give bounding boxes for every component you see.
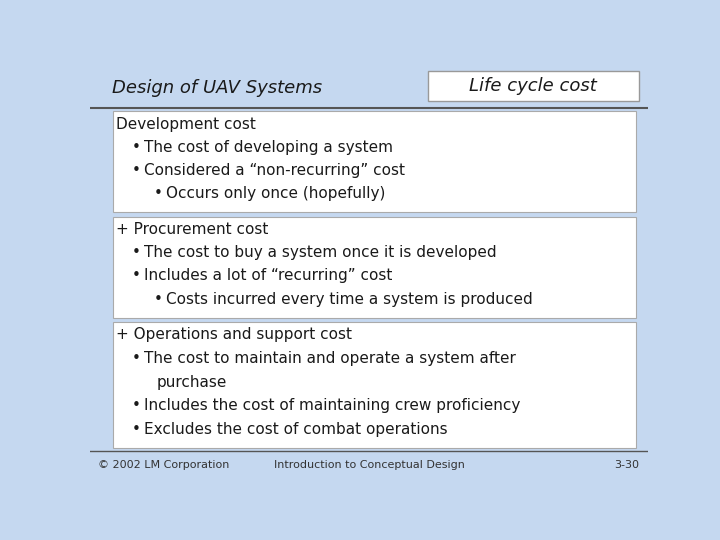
Text: The cost to buy a system once it is developed: The cost to buy a system once it is deve…: [144, 245, 497, 260]
Text: purchase: purchase: [156, 375, 227, 389]
Text: Introduction to Conceptual Design: Introduction to Conceptual Design: [274, 460, 464, 470]
Text: + Operations and support cost: + Operations and support cost: [116, 327, 352, 342]
Text: •: •: [132, 140, 140, 155]
Text: Considered a “non-recurring” cost: Considered a “non-recurring” cost: [144, 163, 405, 178]
FancyBboxPatch shape: [114, 322, 636, 448]
Text: Life cycle cost: Life cycle cost: [469, 77, 597, 96]
Text: Includes the cost of maintaining crew proficiency: Includes the cost of maintaining crew pr…: [144, 398, 521, 413]
Text: •: •: [132, 245, 140, 260]
Text: Development cost: Development cost: [116, 117, 256, 132]
Text: Costs incurred every time a system is produced: Costs incurred every time a system is pr…: [166, 292, 534, 307]
Text: •: •: [132, 268, 140, 284]
Text: Occurs only once (hopefully): Occurs only once (hopefully): [166, 186, 386, 201]
Text: + Procurement cost: + Procurement cost: [116, 222, 269, 237]
FancyBboxPatch shape: [114, 217, 636, 318]
Text: Includes a lot of “recurring” cost: Includes a lot of “recurring” cost: [144, 268, 392, 284]
Text: •: •: [132, 422, 140, 437]
Text: Excludes the cost of combat operations: Excludes the cost of combat operations: [144, 422, 448, 437]
Text: © 2002 LM Corporation: © 2002 LM Corporation: [99, 460, 230, 470]
Text: Design of UAV Systems: Design of UAV Systems: [112, 79, 323, 97]
Text: The cost to maintain and operate a system after: The cost to maintain and operate a syste…: [144, 351, 516, 366]
Text: •: •: [132, 163, 140, 178]
FancyBboxPatch shape: [428, 71, 639, 102]
Text: •: •: [154, 292, 163, 307]
FancyBboxPatch shape: [114, 111, 636, 212]
Text: The cost of developing a system: The cost of developing a system: [144, 140, 393, 155]
Text: •: •: [132, 398, 140, 413]
Text: •: •: [132, 351, 140, 366]
Text: 3-30: 3-30: [615, 460, 639, 470]
Text: •: •: [154, 186, 163, 201]
